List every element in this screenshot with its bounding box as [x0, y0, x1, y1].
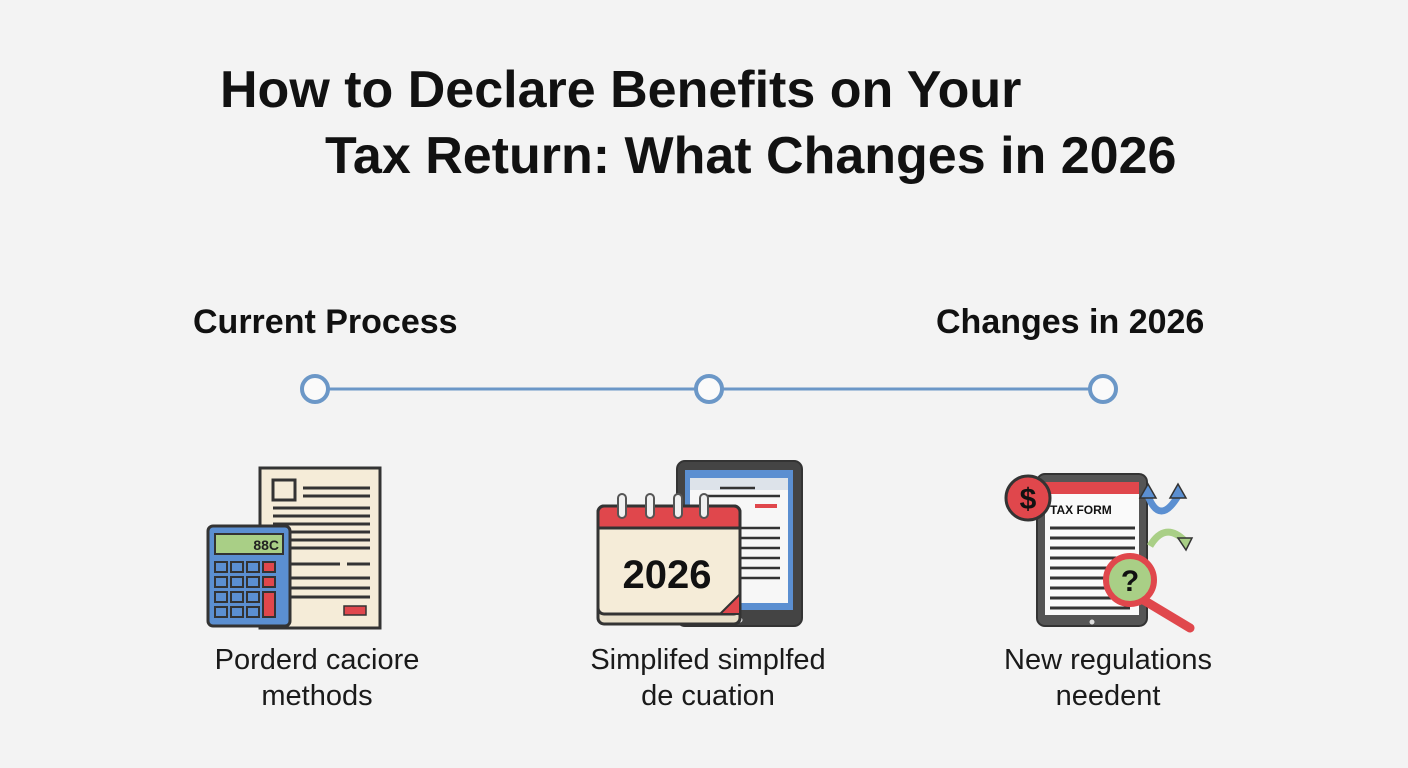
phase-label-changes: Changes in 2026 — [936, 303, 1205, 341]
step-caption-1: Porderd caciore methods — [167, 642, 467, 714]
title-line-1: How to Declare Benefits on Your — [220, 61, 1022, 119]
caption-line: Simplifed simplfed — [590, 644, 826, 676]
calendar-tablet-icon: 2026 — [596, 460, 803, 627]
timeline-node — [1088, 374, 1118, 404]
step-caption-3: New regulations needent — [958, 642, 1258, 714]
title-line-2: Tax Return: What Changes in 2026 — [325, 127, 1177, 185]
tax-form-tablet-icon: TAX FORM $ ? — [1004, 473, 1195, 633]
dollar-icon: $ — [1020, 483, 1037, 516]
calculator-display: 88C — [253, 537, 279, 553]
caption-line: New regulations — [1004, 644, 1212, 676]
calculator-document-icon: 88C — [206, 466, 382, 630]
timeline-node — [300, 374, 330, 404]
timeline-node — [694, 374, 724, 404]
magnifier-icon — [1103, 553, 1157, 607]
arrows-icon — [1138, 482, 1188, 499]
question-icon: ? — [1121, 565, 1139, 598]
step-caption-2: Simplifed simplfed de cuation — [558, 642, 858, 714]
magnifier-handle — [1135, 593, 1195, 633]
caption-line: de cuation — [641, 680, 775, 712]
calendar-year: 2026 — [623, 553, 712, 597]
caption-line: Porderd caciore — [214, 644, 420, 676]
phase-label-current: Current Process — [193, 303, 458, 341]
caption-line: methods — [261, 680, 373, 712]
timeline — [300, 374, 1118, 404]
caption-line: needent — [1055, 680, 1161, 712]
tax-form-label: TAX FORM — [1050, 503, 1112, 517]
